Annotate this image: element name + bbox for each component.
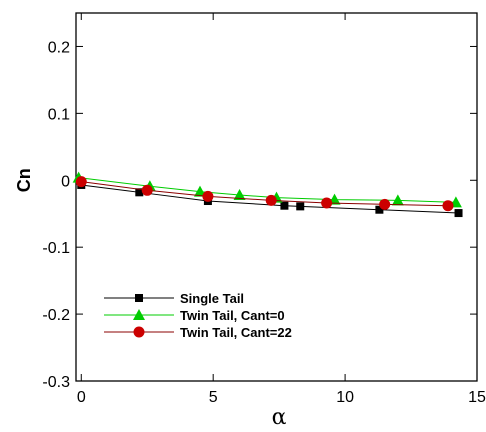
- y-tick-label: 0.1: [48, 106, 70, 123]
- data-point: [296, 202, 305, 211]
- legend-item-1: Single Tail: [104, 291, 244, 306]
- legend-marker: [133, 326, 145, 338]
- x-tick-label: 0: [77, 389, 86, 406]
- legend-label: Twin Tail, Cant=0: [180, 308, 285, 323]
- data-point: [454, 209, 463, 218]
- x-axis-label: α: [272, 405, 287, 430]
- data-point: [75, 176, 87, 188]
- x-tick-label: 5: [209, 389, 218, 406]
- data-point: [233, 188, 246, 200]
- y-tick-label: -0.2: [42, 307, 70, 324]
- x-tick-label: 10: [336, 389, 354, 406]
- x-tick-label: 15: [468, 389, 486, 406]
- legend-item-3: Twin Tail, Cant=22: [104, 325, 292, 340]
- axis-ticks: 0 5 10 15 -0.3 -0.2 -0.1 0 0.1 0.2: [42, 13, 486, 406]
- data-point: [141, 184, 153, 196]
- legend-label: Twin Tail, Cant=22: [180, 325, 292, 340]
- legend-item-2: Twin Tail, Cant=0: [104, 308, 285, 323]
- data-point: [321, 197, 333, 209]
- data-point: [202, 190, 214, 202]
- data-point: [379, 198, 391, 210]
- plot-frame: [75, 12, 478, 382]
- legend-marker: [135, 294, 143, 302]
- legend-label: Single Tail: [180, 291, 244, 306]
- data-point: [265, 194, 277, 206]
- y-tick-label: 0.2: [48, 39, 70, 56]
- y-tick-label: 0: [61, 173, 70, 190]
- legend: Single Tail Twin Tail, Cant=0 Twin Tail, C…: [104, 291, 292, 340]
- y-tick-label: -0.1: [42, 240, 70, 257]
- data-point: [280, 201, 289, 210]
- axes: [75, 12, 478, 382]
- data-point: [391, 194, 404, 206]
- data-point: [442, 200, 454, 212]
- y-tick-label: -0.3: [42, 374, 70, 391]
- series-group: [72, 171, 463, 218]
- data-point: [375, 205, 384, 214]
- legend-marker: [133, 309, 145, 320]
- series-3: [75, 176, 454, 212]
- y-axis-label: Cn: [14, 168, 34, 192]
- data-point: [135, 188, 144, 197]
